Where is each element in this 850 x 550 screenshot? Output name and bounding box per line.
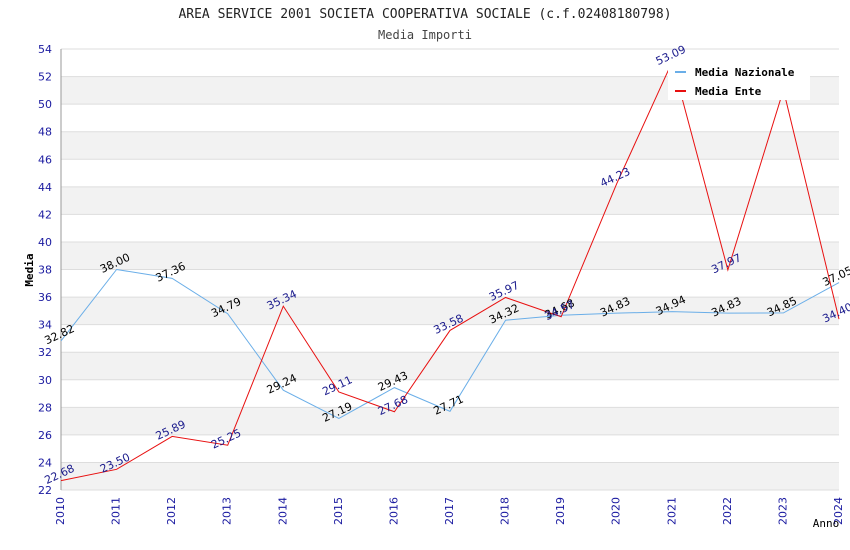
x-tick-label: 2020 (610, 497, 623, 525)
y-tick-label: 54 (38, 43, 52, 56)
x-tick-label: 2014 (276, 497, 289, 525)
y-tick-label: 24 (38, 456, 52, 469)
series-line (60, 268, 840, 420)
grid-band (61, 407, 839, 435)
y-tick-label: 52 (38, 71, 52, 84)
y-tick-label: 50 (38, 98, 52, 111)
y-tick-label: 26 (38, 429, 52, 442)
y-tick-label: 42 (38, 208, 52, 221)
x-tick-label: 2013 (221, 497, 234, 525)
legend-box (668, 60, 810, 100)
legend-entry: Media Nazionale (695, 66, 795, 79)
y-tick-label: 38 (38, 264, 52, 277)
x-tick-label: 2022 (721, 497, 734, 525)
y-tick-label: 22 (38, 484, 52, 497)
chart-title: AREA SERVICE 2001 SOCIETA COOPERATIVA SO… (178, 7, 671, 22)
y-tick-label: 44 (38, 181, 52, 194)
grid-band (61, 186, 839, 215)
x-tick-label: 2010 (54, 497, 67, 525)
x-tick-labels: 2010 2011 2012 2013 2014 2015 2016 2017 2018 2019… (54, 497, 845, 525)
y-tick-label: 40 (38, 236, 52, 249)
x-tick-label: 2011 (110, 497, 123, 525)
y-axis-label: Media (23, 253, 36, 286)
series-lines (60, 60, 840, 482)
y-tick-label: 28 (38, 401, 52, 414)
y-tick-label: 30 (38, 374, 52, 387)
x-axis-label: Anno (813, 517, 840, 530)
grid-band (61, 131, 839, 160)
series-line (60, 60, 840, 482)
y-tick-label: 46 (38, 153, 52, 166)
grid-band (61, 241, 839, 270)
x-tick-label: 2021 (665, 497, 678, 525)
grid-band (61, 462, 839, 490)
x-tick-label: 2019 (554, 497, 567, 525)
legend-entry: Media Ente (695, 85, 762, 98)
legend: Media Nazionale Media Ente (668, 60, 810, 100)
x-tick-label: 2023 (776, 497, 789, 525)
x-tick-label: 2012 (165, 497, 178, 525)
x-tick-label: 2024 (832, 497, 845, 525)
chart-subtitle: Media Importi (378, 28, 472, 42)
y-tick-label: 34 (38, 319, 52, 332)
grid-band (61, 352, 839, 380)
x-tick-label: 2018 (499, 497, 512, 525)
y-tick-label: 32 (38, 346, 52, 359)
y-tick-label: 48 (38, 126, 52, 139)
x-tick-label: 2015 (332, 497, 345, 525)
x-tick-label: 2017 (443, 497, 456, 525)
y-tick-label: 36 (38, 291, 52, 304)
y-gridlines (60, 48, 839, 491)
y-tick-labels: 22 24 26 28 30 32 34 36 38 40 42 44 46 48 50 52 54 (38, 43, 52, 497)
grid-band (61, 297, 839, 325)
x-tick-label: 2016 (387, 497, 400, 525)
